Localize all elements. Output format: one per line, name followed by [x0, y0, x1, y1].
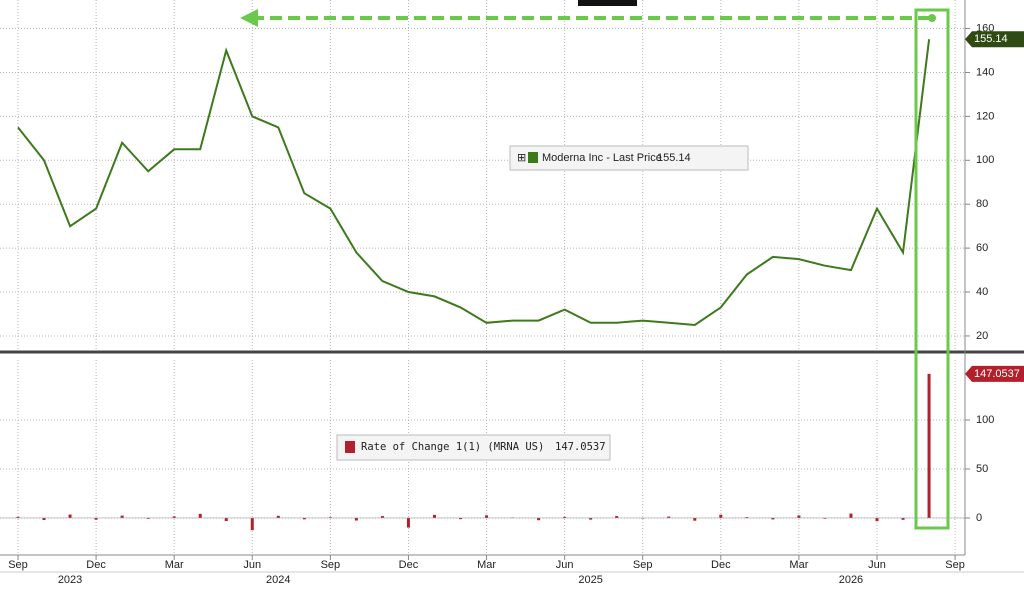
- x-tick-label: Dec: [86, 559, 106, 571]
- legend-label: Rate of Change 1(1) (MRNA US): [361, 441, 544, 453]
- bar: [485, 515, 489, 518]
- year-label: 2025: [578, 574, 602, 586]
- year-label: 2026: [839, 574, 863, 586]
- x-tick-label: Dec: [711, 559, 731, 571]
- y-tick-label: 40: [976, 286, 988, 298]
- y-tick-label: 120: [976, 110, 994, 122]
- bar: [641, 517, 645, 519]
- bar: [276, 515, 280, 518]
- bar: [901, 517, 905, 520]
- x-tick-label: Mar: [165, 559, 184, 571]
- x-tick-label: Mar: [477, 559, 496, 571]
- bar: [589, 517, 593, 520]
- bar: [745, 517, 749, 518]
- year-label: 2024: [266, 574, 290, 586]
- value-tag: [965, 31, 1024, 48]
- highlight-box: [914, 8, 950, 530]
- x-tick-label: Jun: [556, 559, 574, 571]
- value-tag: [965, 365, 1024, 382]
- legend-swatch: [345, 441, 355, 453]
- bar: [354, 517, 358, 521]
- grid: [0, 0, 965, 555]
- y-tick-label: 20: [976, 330, 988, 342]
- bar: [380, 516, 384, 518]
- bar: [849, 513, 853, 518]
- bar: [771, 517, 775, 520]
- marks: [0, 39, 965, 531]
- bar: [172, 516, 176, 518]
- y-tick-label: 100: [976, 154, 994, 166]
- legend-expand: ⊞: [517, 152, 526, 164]
- bar: [432, 514, 436, 518]
- x-tick-label: Jun: [243, 559, 261, 571]
- y-tick-label: 0: [976, 512, 982, 524]
- y-tick-label: 60: [976, 242, 988, 254]
- bar: [302, 517, 306, 520]
- x-tick-label: Jun: [868, 559, 886, 571]
- price-line: [17, 39, 931, 327]
- bar: [615, 516, 619, 518]
- legend-swatch: [528, 152, 538, 163]
- bar: [146, 517, 150, 519]
- bar: [797, 515, 801, 518]
- legend-box: [336, 434, 611, 461]
- bar: [16, 516, 20, 518]
- legend-box: [509, 145, 749, 171]
- y-tick-label: 140: [976, 66, 994, 78]
- bar: [328, 517, 332, 518]
- bar: [823, 517, 827, 519]
- bar: [94, 517, 98, 520]
- arrow-head: [240, 9, 258, 27]
- y-tick-label: 100: [976, 414, 994, 426]
- x-tick-label: Mar: [789, 559, 808, 571]
- bar: [120, 515, 124, 518]
- legend-value: 155.14: [657, 152, 691, 164]
- x-tick-label: Sep: [633, 559, 653, 571]
- bar: [719, 514, 723, 518]
- value-tag-label: 147.0537: [974, 368, 1020, 380]
- bar: [250, 517, 254, 531]
- legend: Rate of Change 1(1) (MRNA US) 147.0537: [336, 434, 611, 461]
- bar: [693, 517, 697, 521]
- bar: [875, 517, 879, 522]
- legend: ⊞ Moderna Inc - Last Price 155.14: [509, 145, 749, 171]
- x-tick-label: Sep: [8, 559, 28, 571]
- x-tick-label: Sep: [321, 559, 341, 571]
- bar: [537, 517, 541, 521]
- bar: [198, 513, 202, 518]
- value-tag-label: 155.14: [974, 33, 1008, 45]
- legend-label: Moderna Inc - Last Price: [542, 152, 662, 164]
- x-tick-label: Dec: [399, 559, 419, 571]
- bar: [68, 514, 72, 518]
- labels: 20406080100120140160155.14050100147.0537…: [8, 22, 1024, 586]
- legend-value: 147.0537: [555, 441, 606, 453]
- y-tick-label: 50: [976, 463, 988, 475]
- bar: [563, 516, 567, 518]
- bar: [406, 517, 410, 528]
- bar: [927, 373, 931, 518]
- bar: [667, 516, 671, 518]
- year-label: 2023: [58, 574, 82, 586]
- top-tab: [578, 0, 637, 6]
- bar: [42, 517, 46, 521]
- x-tick-label: Sep: [945, 559, 965, 571]
- bar: [459, 517, 463, 520]
- arrow-dot: [928, 14, 936, 22]
- y-tick-label: 160: [976, 22, 994, 34]
- bar: [224, 517, 228, 521]
- y-tick-label: 80: [976, 198, 988, 210]
